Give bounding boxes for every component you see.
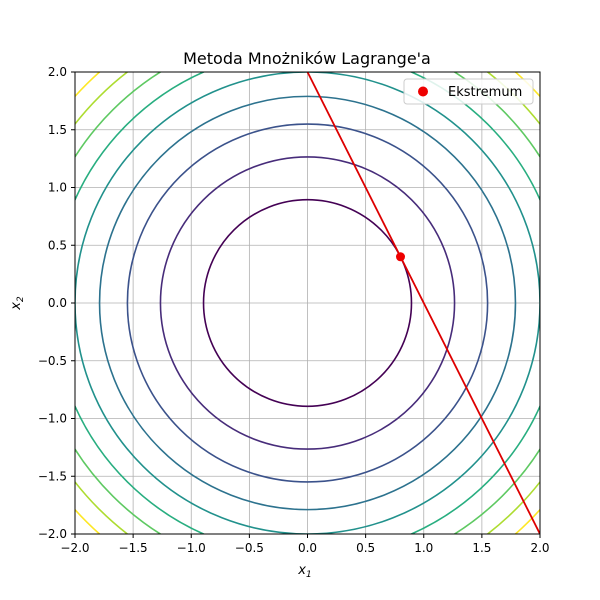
grid — [74, 71, 541, 535]
y-tick-label: 1.5 — [48, 123, 67, 137]
y-axis-label: x2 — [9, 296, 26, 311]
y-axis-label-main: x — [9, 302, 24, 311]
extremum-layer — [396, 252, 405, 262]
x-tick-label: 2.0 — [530, 541, 549, 555]
x-axis-label-main: x — [297, 563, 306, 578]
y-tick-label: −1.5 — [38, 469, 67, 483]
x-ticks: −2.0 −1.5 −1.0 −0.5 0.0 0.5 1.0 1.5 2.0 — [60, 534, 550, 555]
contour-line — [202, 198, 413, 408]
legend-label-extremum: Ekstremum — [448, 85, 522, 100]
y-tick-label: 1.0 — [48, 181, 67, 195]
y-tick-label: 0.5 — [48, 238, 67, 252]
y-ticks: −2.0 −1.5 −1.0 −0.5 0.0 0.5 1.0 1.5 2.0 — [38, 65, 75, 541]
x-tick-label: −1.5 — [119, 541, 148, 555]
contour-line — [98, 95, 517, 511]
legend-marker — [418, 86, 428, 97]
legend: Ekstremum — [403, 78, 534, 105]
x-axis-label: x1 — [297, 563, 311, 580]
x-tick-label: −0.5 — [235, 541, 264, 555]
y-tick-label: −0.5 — [38, 354, 67, 368]
y-axis-label-sub: 2 — [16, 296, 26, 302]
contour-line — [159, 156, 456, 450]
x-tick-label: −2.0 — [60, 541, 89, 555]
y-tick-label: −2.0 — [38, 527, 67, 541]
constraint-line-layer — [306, 72, 540, 534]
x-tick-label: 0.5 — [356, 541, 375, 555]
x-axis-label-sub: 1 — [306, 570, 312, 580]
x-tick-label: 1.5 — [472, 541, 491, 555]
y-tick-label: −1.0 — [38, 412, 67, 426]
contour-line — [126, 123, 489, 483]
chart-title: Metoda Mnożników Lagrange'a — [183, 49, 431, 68]
legend-box — [403, 78, 534, 105]
y-tick-label: 0.0 — [48, 296, 67, 310]
constraint-line — [306, 72, 540, 534]
extremum-point — [396, 252, 405, 262]
x-tick-label: 0.0 — [298, 541, 317, 555]
y-tick-label: 2.0 — [48, 65, 67, 79]
x-tick-label: −1.0 — [177, 541, 206, 555]
x-tick-label: 1.0 — [414, 541, 433, 555]
